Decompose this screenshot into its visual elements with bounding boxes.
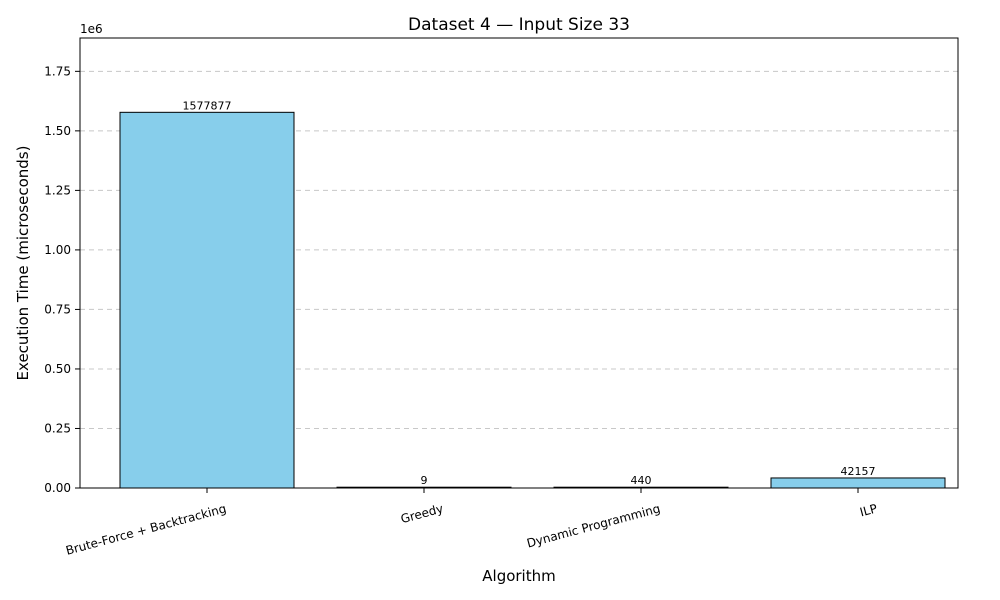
data-label: 1577877 xyxy=(183,99,232,112)
data-label: 9 xyxy=(421,474,428,487)
y-axis-offset-label: 1e6 xyxy=(80,22,103,36)
x-tick-label: Brute-Force + Backtracking xyxy=(64,501,228,557)
data-labels: 1577877 9 440 42157 xyxy=(183,99,876,487)
y-tick-label: 0.75 xyxy=(44,302,71,316)
y-tick-label: 0.50 xyxy=(44,362,71,376)
y-axis-ticks: 0.00 0.25 0.50 0.75 1.00 1.25 1.50 1.75 xyxy=(44,64,80,495)
bar xyxy=(770,477,946,489)
data-label: 440 xyxy=(631,474,652,487)
bars xyxy=(119,111,946,489)
y-axis-label: Execution Time (microseconds) xyxy=(14,146,32,381)
y-tick-label: 1.50 xyxy=(44,124,71,138)
bar xyxy=(119,111,295,489)
x-tick-label: ILP xyxy=(858,501,878,519)
x-axis-ticks: Brute-Force + Backtracking Greedy Dynamic … xyxy=(64,488,879,558)
plot-frame xyxy=(79,37,959,489)
data-label: 42157 xyxy=(841,465,876,478)
x-tick-label: Dynamic Programming xyxy=(525,501,662,550)
chart-title: Dataset 4 — Input Size 33 xyxy=(408,15,630,35)
x-axis-label: Algorithm xyxy=(482,567,555,585)
x-tick-label: Greedy xyxy=(399,501,445,526)
y-tick-label: 0.00 xyxy=(44,481,71,495)
y-tick-label: 1.25 xyxy=(44,183,71,197)
y-tick-label: 1.75 xyxy=(44,64,71,78)
y-tick-label: 1.00 xyxy=(44,243,71,257)
y-tick-label: 0.25 xyxy=(44,421,71,435)
